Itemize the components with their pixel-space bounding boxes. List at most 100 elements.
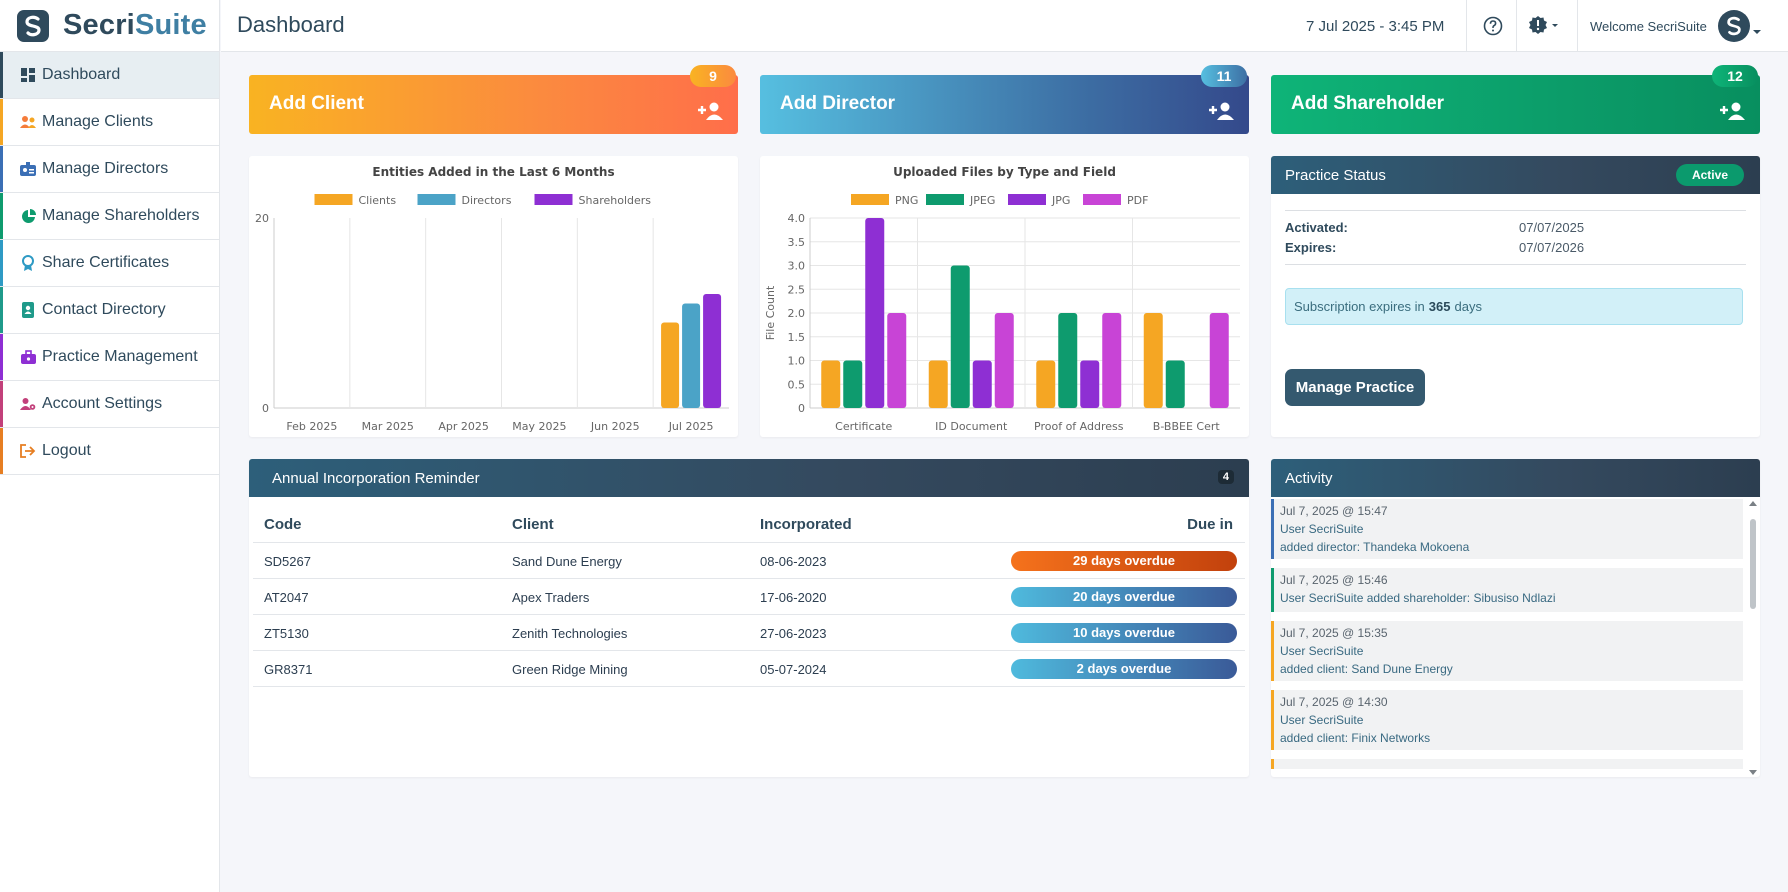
sidebar-item-share-certificates[interactable]: Share Certificates	[0, 240, 219, 287]
activated-value: 07/07/2025	[1519, 220, 1585, 235]
y-tick-label: 1.5	[788, 331, 806, 344]
client-count-badge: 9	[690, 65, 736, 87]
status-badge: Active	[1675, 164, 1744, 186]
y-tick-label: 3.5	[788, 236, 806, 249]
brand-name: SecriSuite	[63, 9, 207, 41]
cell-client: Green Ridge Mining	[512, 662, 628, 677]
sidebar-item-manage-shareholders[interactable]: Manage Shareholders	[0, 193, 219, 240]
help-icon[interactable]	[1481, 14, 1505, 38]
certificate-icon	[20, 255, 36, 271]
avatar[interactable]	[1718, 10, 1750, 42]
legend-label: Directors	[462, 194, 512, 207]
activity-time: Jul 7, 2025 @ 15:47	[1280, 504, 1388, 518]
subscription-alert: Subscription expires in 365 days	[1285, 288, 1743, 325]
sidebar-item-manage-clients[interactable]: Manage Clients	[0, 99, 219, 146]
sidebar-item-practice-management[interactable]: Practice Management	[0, 334, 219, 381]
legend-label: JPG	[1051, 194, 1070, 207]
sidebar-item-label: Manage Shareholders	[42, 207, 200, 224]
due-status-badge: 2 days overdue	[1011, 659, 1237, 679]
legend-label: JPEG	[969, 194, 995, 207]
col-header-code[interactable]: Code	[264, 516, 302, 533]
briefcase-icon	[20, 349, 36, 365]
x-tick-label: B-BBEE Cert	[1153, 420, 1221, 433]
scroll-thumb[interactable]	[1750, 519, 1756, 609]
expires-value: 07/07/2026	[1519, 240, 1585, 255]
address-book-icon	[20, 302, 36, 318]
add-director-card[interactable]: Add Director 11	[760, 65, 1249, 134]
table-bottom-border	[253, 686, 1245, 687]
sidebar: SecriSuite Dashboard Manage Clients Mana…	[0, 0, 220, 892]
scroll-down-icon[interactable]	[1747, 769, 1759, 777]
sidebar-item-account-settings[interactable]: Account Settings	[0, 381, 219, 428]
table-row[interactable]: ZT5130 Zenith Technologies 27-06-2023 10 da…	[253, 614, 1245, 650]
practice-status-panel: Practice Status Active Activated: 07/07/…	[1271, 156, 1760, 437]
add-user-icon	[1720, 102, 1746, 125]
chevron-down-icon[interactable]	[1753, 22, 1761, 40]
chart-title: Entities Added in the Last 6 Months	[372, 165, 615, 179]
bar	[843, 360, 863, 408]
brand-logo-icon	[17, 9, 49, 42]
col-header-due-in[interactable]: Due in	[1187, 516, 1233, 533]
activity-text: User SecriSuite	[1280, 713, 1364, 727]
table-row[interactable]: AT2047 Apex Traders 17-06-2020 20 days over…	[253, 578, 1245, 614]
table-row[interactable]: SD5267 Sand Dune Energy 08-06-2023 29 days …	[253, 542, 1245, 578]
datetime-display: 7 Jul 2025 - 3:45 PM	[1306, 18, 1445, 35]
reminder-title: Annual Incorporation Reminder	[272, 469, 480, 487]
col-header-incorporated[interactable]: Incorporated	[760, 516, 852, 533]
sidebar-item-logout[interactable]: Logout	[0, 428, 219, 475]
legend-swatch	[851, 194, 889, 205]
bar	[1080, 360, 1100, 408]
activity-scrollbar[interactable]	[1747, 499, 1759, 777]
sidebar-item-label: Share Certificates	[42, 254, 170, 271]
cell-incorporated: 05-07-2024	[760, 662, 827, 677]
x-tick-label: Feb 2025	[286, 420, 337, 433]
sidebar-item-label: Account Settings	[42, 395, 163, 412]
sidebar-item-label: Contact Directory	[42, 301, 166, 318]
add-client-title: Add Client	[269, 93, 364, 114]
practice-status-header: Practice Status Active	[1271, 156, 1760, 194]
bar	[661, 322, 680, 408]
activity-panel: Activity Jul 7, 2025 @ 15:47 User SecriSu…	[1271, 459, 1760, 777]
cell-client: Zenith Technologies	[512, 626, 628, 641]
brand[interactable]: SecriSuite	[0, 0, 219, 52]
add-shareholder-card[interactable]: Add Shareholder 12	[1271, 65, 1760, 134]
y-tick-label: 4.0	[788, 212, 806, 225]
y-tick-label: 20	[255, 212, 269, 225]
bar	[1143, 313, 1163, 408]
bar	[1209, 313, 1229, 408]
y-tick-label: 3.0	[788, 260, 806, 273]
y-tick-label: 0.5	[788, 378, 806, 391]
alert-badge-icon[interactable]	[1528, 14, 1564, 38]
due-status-badge: 20 days overdue	[1011, 587, 1237, 607]
table-row[interactable]: GR8371 Green Ridge Mining 05-07-2024 2 days…	[253, 650, 1245, 686]
col-header-client[interactable]: Client	[512, 516, 554, 533]
bar	[1036, 360, 1056, 408]
sidebar-item-contact-directory[interactable]: Contact Directory	[0, 287, 219, 334]
activity-text: added client: Finix Networks	[1280, 731, 1431, 745]
uploads-bar-chart: PNG JPEG JPG PDF 0 0.5 1.0 1.5 2.0 2.5 3.0 3.5 4.0 Ce…	[764, 194, 1240, 433]
activity-item	[1271, 759, 1743, 769]
sidebar-item-manage-directors[interactable]: Manage Directors	[0, 146, 219, 193]
bar	[821, 360, 841, 408]
legend-label: Clients	[359, 194, 397, 207]
legend-label: PNG	[895, 194, 918, 207]
scroll-up-icon[interactable]	[1747, 499, 1759, 507]
sidebar-item-dashboard[interactable]: Dashboard	[0, 52, 219, 99]
manage-practice-button[interactable]: Manage Practice	[1285, 369, 1425, 406]
add-client-card[interactable]: Add Client 9	[249, 65, 738, 134]
y-tick-label: 0	[262, 402, 269, 415]
y-tick-label: 2.0	[788, 307, 806, 320]
activity-time: Jul 7, 2025 @ 15:46	[1280, 573, 1388, 587]
activity-text: added client: Sand Dune Energy	[1280, 662, 1453, 676]
activity-item: Jul 7, 2025 @ 15:46 User SecriSuite added…	[1271, 568, 1743, 612]
cell-code: ZT5130	[264, 626, 309, 641]
reminder-count-badge: 4	[1217, 470, 1234, 484]
bar	[1058, 313, 1078, 408]
entities-bar-chart: Clients Directors Shareholders 0 20 Feb 2025 M…	[255, 194, 729, 433]
sidebar-item-label: Logout	[42, 442, 91, 459]
user-gear-icon	[20, 396, 36, 412]
x-tick-label: ID Document	[935, 420, 1008, 433]
cell-incorporated: 27-06-2023	[760, 626, 827, 641]
activity-feed[interactable]: Jul 7, 2025 @ 15:47 User SecriSuite added …	[1271, 497, 1747, 777]
top-bar: Dashboard 7 Jul 2025 - 3:45 PM Welcome S…	[221, 0, 1788, 52]
